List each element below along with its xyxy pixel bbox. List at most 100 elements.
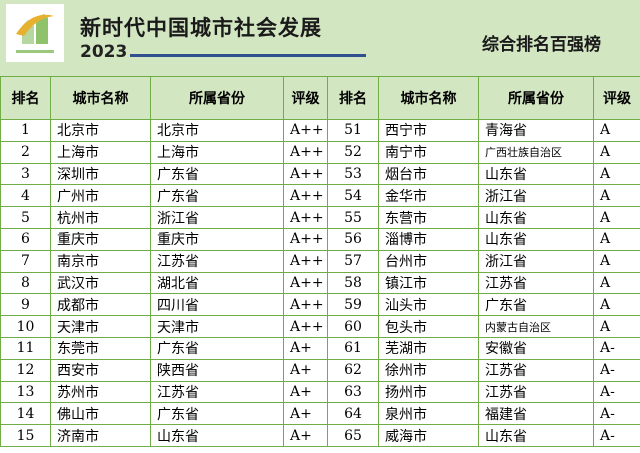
city-cell: 泉州市 [378, 402, 479, 426]
city-cell: 芜湖市 [378, 336, 479, 360]
rating-cell: A++ [283, 119, 328, 142]
rank-cell: 55 [327, 206, 379, 229]
rating-cell: A+ [283, 402, 328, 426]
city-cell: 东莞市 [50, 336, 151, 360]
province-cell: 浙江省 [478, 249, 594, 273]
table-row: 7 南京市 江苏省 A++ 57 台州市 浙江省 A [0, 249, 640, 273]
rating-cell: A++ [283, 271, 328, 295]
city-cell: 镇江市 [378, 271, 479, 295]
city-cell: 成都市 [50, 293, 151, 317]
table-row: 5 杭州市 浙江省 A++ 55 东营市 山东省 A [0, 206, 640, 229]
rating-cell: A++ [283, 162, 328, 186]
rank-cell: 59 [327, 293, 379, 317]
rating-cell: A++ [283, 206, 328, 229]
rank-cell: 8 [0, 271, 51, 295]
rank-cell: 56 [327, 227, 379, 251]
rating-cell: A- [593, 424, 640, 447]
rank-cell: 9 [0, 293, 51, 317]
title: 新时代中国城市社会发展 [80, 16, 322, 40]
province-cell: 北京市 [150, 119, 284, 142]
rating-cell: A++ [283, 249, 328, 273]
city-cell: 佛山市 [50, 402, 151, 426]
rating-cell: A- [593, 402, 640, 426]
city-cell: 苏州市 [50, 380, 151, 404]
column-header: 排名 [0, 76, 51, 120]
rank-cell: 57 [327, 249, 379, 273]
column-header: 排名 [327, 76, 379, 120]
province-cell: 福建省 [478, 402, 594, 426]
rating-cell: A [593, 271, 640, 295]
rank-cell: 2 [0, 140, 51, 164]
rating-cell: A+ [283, 336, 328, 360]
table-row: 10 天津市 天津市 A++ 60 包头市 内蒙古自治区 A [0, 315, 640, 338]
header-row: 排名 城市名称 所属省份 评级 排名 城市名称 所属省份 评级 [0, 76, 640, 120]
province-cell: 陕西省 [150, 358, 284, 382]
city-cell: 淄博市 [378, 227, 479, 251]
rating-cell: A- [593, 358, 640, 382]
province-cell: 山东省 [478, 206, 594, 229]
table-row: 8 武汉市 湖北省 A++ 58 镇江市 江苏省 A [0, 271, 640, 295]
rank-cell: 1 [0, 119, 51, 142]
rating-cell: A+ [283, 424, 328, 447]
rank-cell: 4 [0, 184, 51, 208]
table-row: 6 重庆市 重庆市 A++ 56 淄博市 山东省 A [0, 227, 640, 251]
rating-cell: A- [593, 380, 640, 404]
table-row: 2 上海市 上海市 A++ 52 南宁市 广西壮族自治区 A [0, 140, 640, 164]
rating-cell: A [593, 162, 640, 186]
province-cell: 广东省 [150, 162, 284, 186]
province-cell: 广西壮族自治区 [478, 140, 594, 164]
table-row: 1 北京市 北京市 A++ 51 西宁市 青海省 A [0, 119, 640, 142]
province-cell: 江苏省 [478, 380, 594, 404]
rank-cell: 54 [327, 184, 379, 208]
rank-cell: 53 [327, 162, 379, 186]
province-cell: 山东省 [478, 424, 594, 447]
province-cell: 重庆市 [150, 227, 284, 251]
city-cell: 东营市 [378, 206, 479, 229]
province-cell: 山东省 [478, 162, 594, 186]
province-cell: 江苏省 [478, 271, 594, 295]
province-cell: 安徽省 [478, 336, 594, 360]
province-cell: 浙江省 [150, 206, 284, 229]
rank-cell: 5 [0, 206, 51, 229]
year: 2023 [80, 42, 128, 62]
rating-cell: A [593, 184, 640, 208]
table-row: 4 广州市 广东省 A++ 54 金华市 浙江省 A [0, 184, 640, 208]
rank-cell: 60 [327, 315, 379, 338]
rank-cell: 64 [327, 402, 379, 426]
logo [6, 4, 64, 62]
rank-cell: 6 [0, 227, 51, 251]
rank-cell: 11 [0, 336, 51, 360]
rating-cell: A++ [283, 227, 328, 251]
column-header: 评级 [283, 76, 328, 120]
city-cell: 天津市 [50, 315, 151, 338]
rank-cell: 3 [0, 162, 51, 186]
rating-cell: A [593, 293, 640, 317]
city-cell: 汕头市 [378, 293, 479, 317]
province-cell: 湖北省 [150, 271, 284, 295]
province-cell: 江苏省 [150, 380, 284, 404]
subtitle: 综合排名百强榜 [482, 35, 601, 55]
province-cell: 广东省 [150, 336, 284, 360]
rank-cell: 15 [0, 424, 51, 447]
table-row: 3 深圳市 广东省 A++ 53 烟台市 山东省 A [0, 162, 640, 186]
column-header: 城市名称 [378, 76, 479, 120]
city-cell: 上海市 [50, 140, 151, 164]
table-row: 15 济南市 山东省 A+ 65 威海市 山东省 A- [0, 424, 640, 447]
table-row: 12 西安市 陕西省 A+ 62 徐州市 江苏省 A- [0, 358, 640, 382]
divider [130, 54, 366, 57]
city-cell: 北京市 [50, 119, 151, 142]
city-cell: 南京市 [50, 249, 151, 273]
province-cell: 天津市 [150, 315, 284, 338]
column-header: 所属省份 [150, 76, 284, 120]
province-cell: 内蒙古自治区 [478, 315, 594, 338]
city-cell: 包头市 [378, 315, 479, 338]
city-cell: 济南市 [50, 424, 151, 447]
city-cell: 烟台市 [378, 162, 479, 186]
province-cell: 江苏省 [150, 249, 284, 273]
city-cell: 杭州市 [50, 206, 151, 229]
rank-cell: 14 [0, 402, 51, 426]
table-row: 14 佛山市 广东省 A+ 64 泉州市 福建省 A- [0, 402, 640, 426]
rank-cell: 10 [0, 315, 51, 338]
rank-cell: 62 [327, 358, 379, 382]
